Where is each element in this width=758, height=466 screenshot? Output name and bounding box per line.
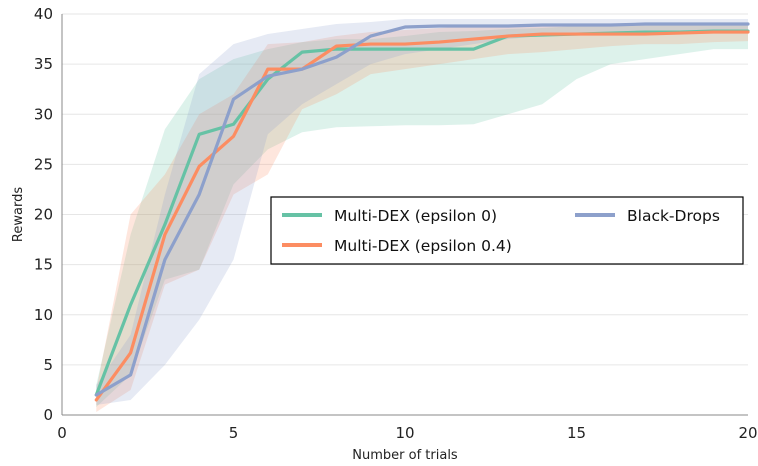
y-tick-label: 5 (43, 356, 53, 374)
y-tick-label: 20 (34, 206, 53, 224)
y-tick-label: 35 (34, 55, 53, 73)
x-tick-label: 15 (567, 424, 586, 442)
y-tick-label: 10 (34, 306, 53, 324)
band-series-2 (96, 24, 749, 412)
y-tick-label: 25 (34, 155, 53, 173)
tick-labels: 0 5 10 15 20 25 30 35 40 0 5 10 15 20 (34, 5, 758, 442)
x-tick-label: 10 (395, 424, 414, 442)
line-series-1 (94, 29, 750, 397)
y-tick-label: 30 (34, 105, 53, 123)
x-tick-label: 20 (738, 424, 757, 442)
y-tick-label: 40 (34, 5, 53, 23)
y-axis-label: Rewards (11, 187, 26, 242)
legend-label-3: Black-Drops (627, 207, 720, 225)
band-series-1 (96, 24, 749, 407)
legend-label-1: Multi-DEX (epsilon 0) (334, 207, 497, 225)
line-series-3 (94, 22, 750, 397)
band-series-3 (96, 19, 749, 405)
legend: Multi-DEX (epsilon 0) Multi-DEX (epsilon … (270, 196, 744, 265)
line-series-2 (94, 30, 750, 402)
series-lines (94, 22, 750, 402)
y-tick-label: 15 (34, 256, 53, 274)
confidence-bands (96, 19, 749, 412)
x-axis-label: Number of trials (352, 448, 458, 463)
y-tick-label: 0 (43, 406, 53, 424)
legend-box (270, 196, 744, 265)
x-tick-label: 0 (57, 424, 67, 442)
legend-label-2: Multi-DEX (epsilon 0.4) (334, 237, 512, 255)
axes (61, 14, 748, 416)
x-tick-label: 5 (229, 424, 239, 442)
